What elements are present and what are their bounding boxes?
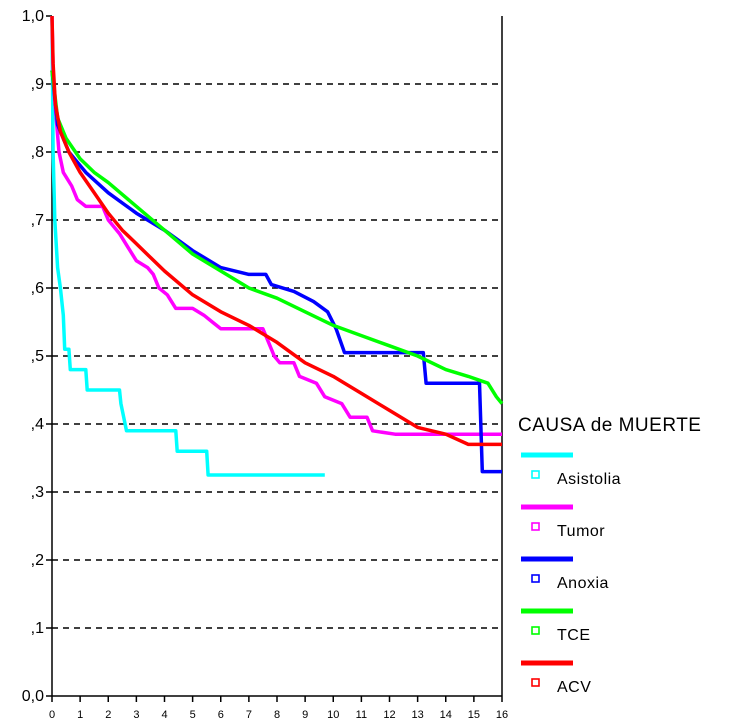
legend: CAUSA de MUERTE Asistolia Tumor Anoxia TCE AC… xyxy=(518,415,701,696)
legend-marker-tce xyxy=(531,626,540,635)
x-tick-label: 2 xyxy=(105,709,111,721)
legend-marker-asistolia xyxy=(531,470,540,479)
x-tick-label: 9 xyxy=(302,709,308,721)
x-tick-label: 14 xyxy=(440,709,452,721)
legend-title: CAUSA de MUERTE xyxy=(518,415,701,436)
series-line-acv xyxy=(50,15,502,447)
legend-label-acv: ACV xyxy=(557,679,591,696)
axes: 0,0,1,2,3,4,5,6,7,8,91,00 1 2 3 4 5 6 7 8 9 10 11 12… xyxy=(22,8,508,721)
y-tick-label: ,1 xyxy=(31,620,44,637)
y-tick-label: ,7 xyxy=(31,212,44,229)
legend-marker-acv xyxy=(531,678,540,687)
x-tick-label: 11 xyxy=(356,709,367,721)
series-line-asistolia xyxy=(50,15,325,477)
legend-label-tumor: Tumor xyxy=(557,523,605,540)
y-tick-label: 1,0 xyxy=(22,8,44,25)
y-tick-label: ,8 xyxy=(31,144,44,161)
y-tick-label: ,5 xyxy=(31,348,44,365)
series-line-anoxia xyxy=(50,70,502,474)
legend-label-tce: TCE xyxy=(557,627,591,644)
x-tick-label: 8 xyxy=(274,709,280,721)
y-tick-label: ,4 xyxy=(31,416,44,433)
x-tick-label: 3 xyxy=(133,709,139,721)
legend-marker-tumor xyxy=(531,522,540,531)
y-tick-label: 0,0 xyxy=(22,688,44,705)
x-tick-label: 1 xyxy=(77,709,83,721)
legend-label-anoxia: Anoxia xyxy=(557,575,609,592)
x-tick-label: 5 xyxy=(190,709,196,721)
legend-label-asistolia: Asistolia xyxy=(557,471,621,488)
x-tick-label: 0 xyxy=(49,709,55,721)
y-tick-label: ,9 xyxy=(31,76,44,93)
series-line-tumor xyxy=(50,15,502,436)
x-tick-label: 15 xyxy=(468,709,480,721)
x-tick-label: 7 xyxy=(246,709,252,721)
y-tick-label: ,2 xyxy=(31,552,44,569)
x-tick-label: 16 xyxy=(496,709,508,721)
x-tick-label: 12 xyxy=(383,709,395,721)
x-tick-label: 10 xyxy=(327,709,339,721)
x-tick-label: 6 xyxy=(218,709,224,721)
legend-marker-anoxia xyxy=(531,574,540,583)
y-tick-label: ,6 xyxy=(31,280,44,297)
x-tick-label: 13 xyxy=(412,709,424,721)
series-lines xyxy=(50,15,504,477)
series-line-tce xyxy=(50,70,504,405)
x-tick-label: 4 xyxy=(161,709,167,721)
grid-lines xyxy=(52,83,502,629)
y-tick-label: ,3 xyxy=(31,484,44,501)
